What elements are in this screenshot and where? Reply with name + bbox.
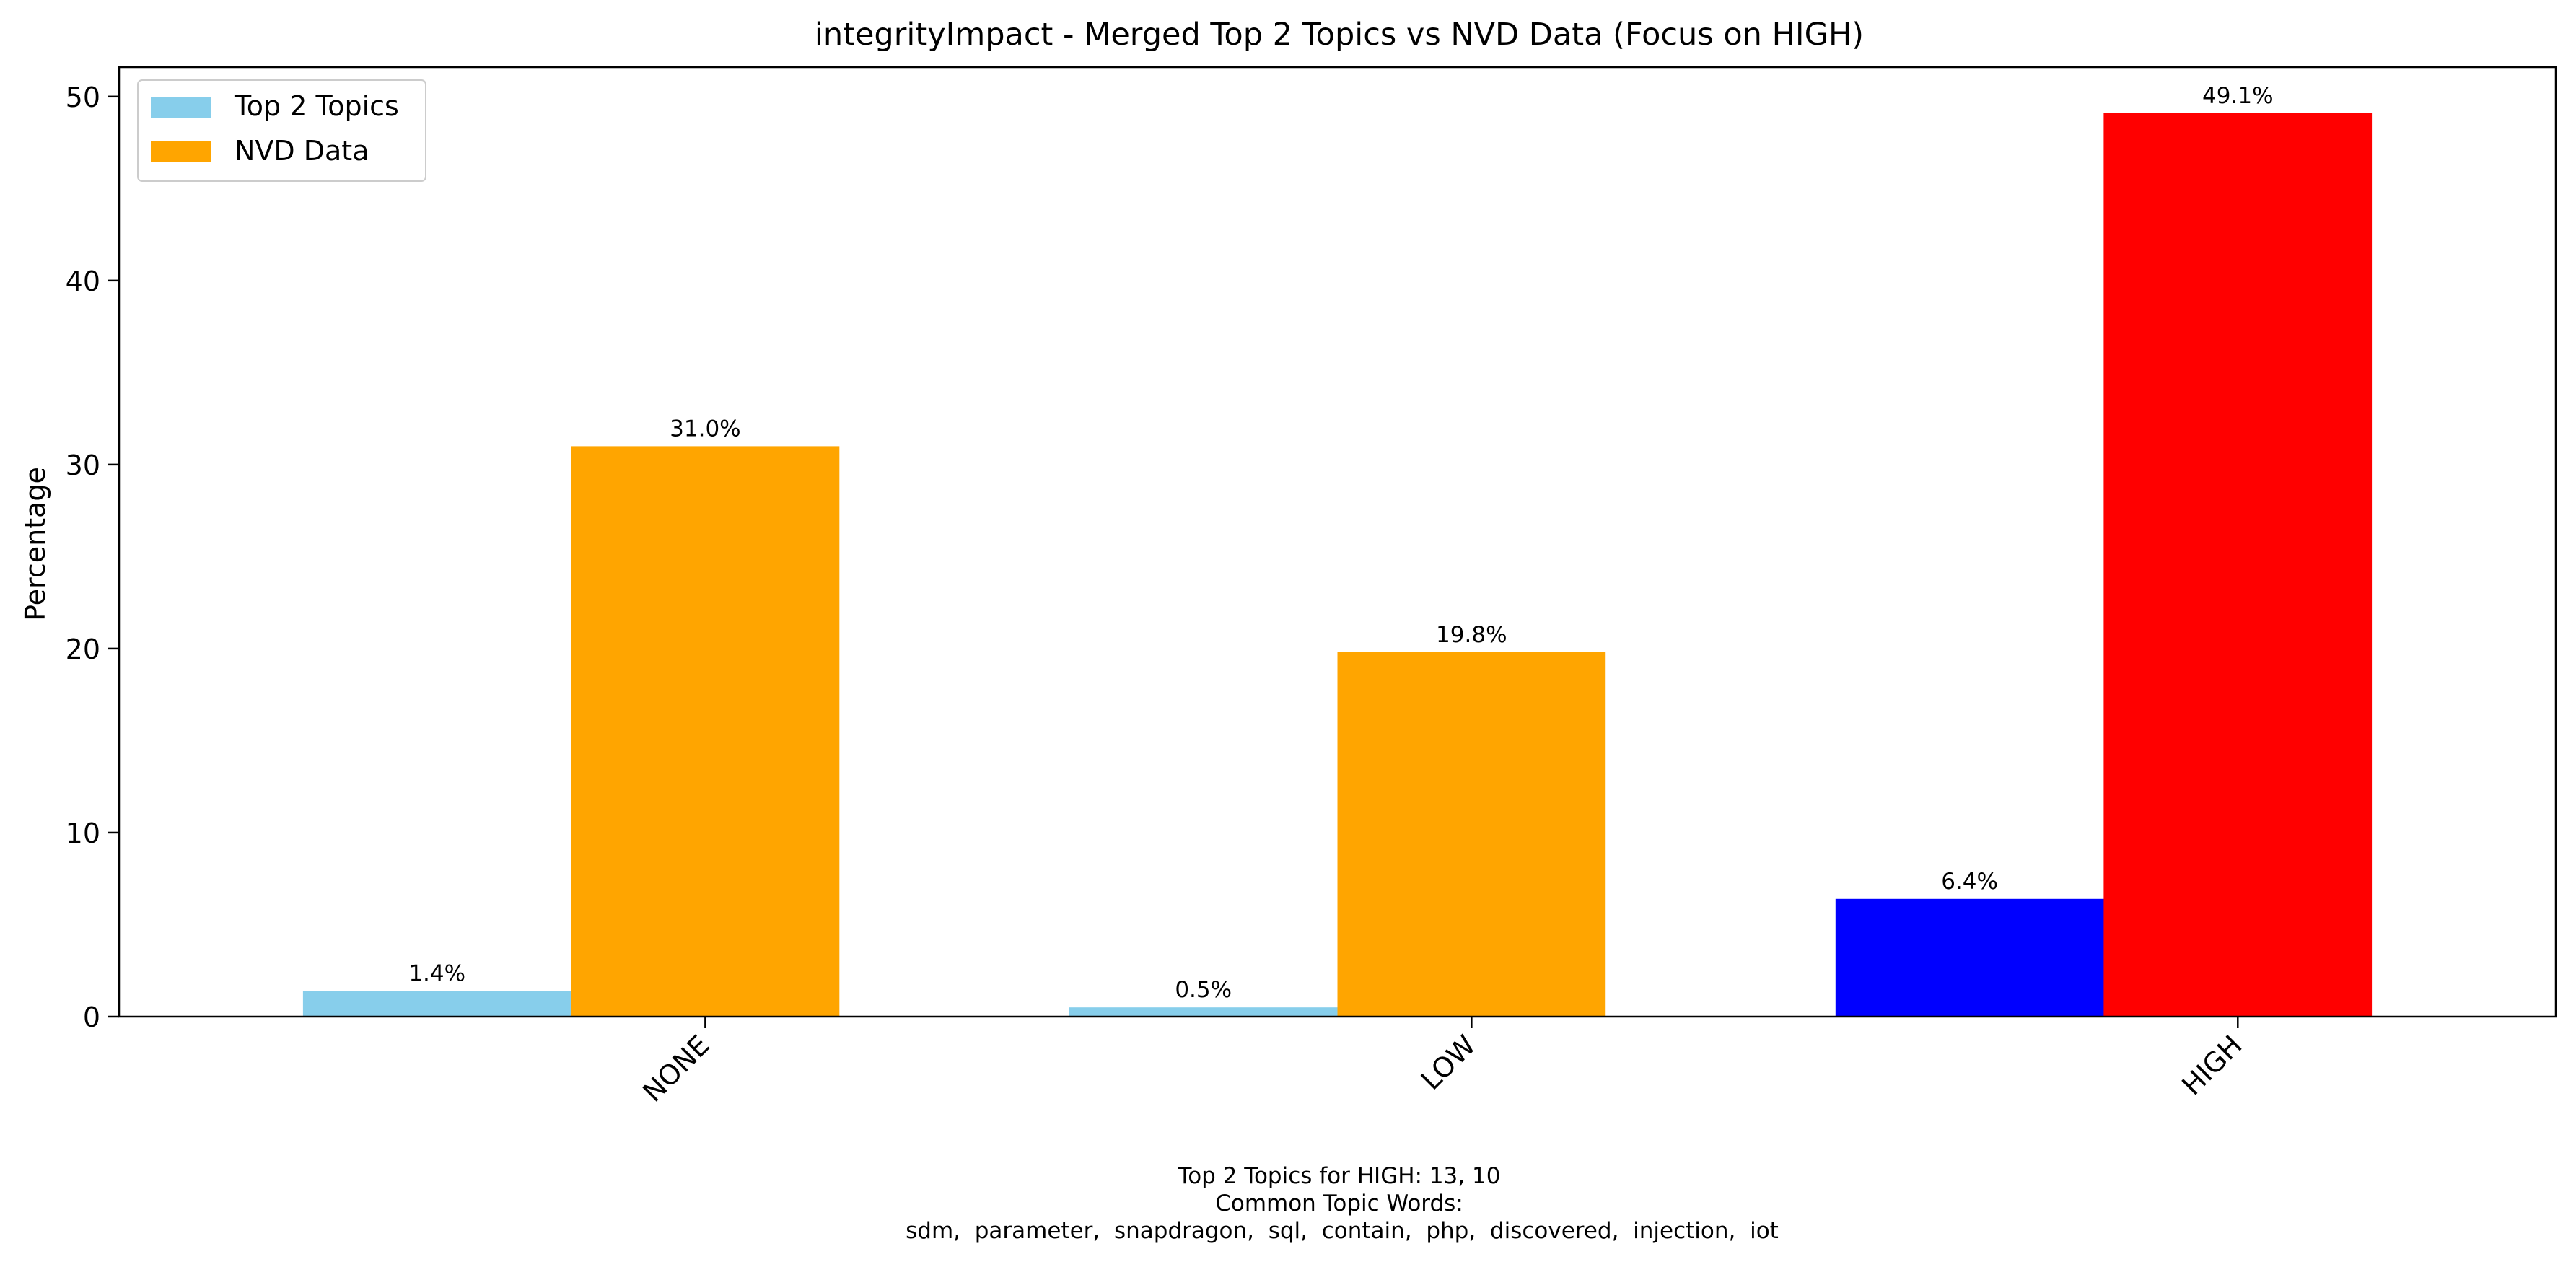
annotation-line-3: sdm, parameter, snapdragon, sql, contain… <box>906 1218 1779 1244</box>
legend-label-top2: Top 2 Topics <box>234 90 399 122</box>
bar-top2-low <box>1069 1007 1338 1017</box>
y-axis: 0 10 20 30 40 50 <box>66 82 119 1033</box>
data-label-top2-low: 0.5% <box>1175 977 1232 1003</box>
y-tick-label-20: 20 <box>66 634 100 665</box>
data-labels-layer: 1.4% 0.5% 6.4% 31.0% 19.8% 49.1% <box>408 83 2273 1003</box>
y-tick-label-0: 0 <box>83 1001 100 1033</box>
bar-nvd-high <box>2103 113 2373 1017</box>
data-label-nvd-high: 49.1% <box>2202 83 2273 109</box>
y-axis-label: Percentage <box>19 467 51 621</box>
bars-layer <box>302 113 2373 1017</box>
plot-frame <box>118 66 2557 1018</box>
legend-swatch-top2 <box>151 97 211 118</box>
bar-nvd-none <box>571 446 840 1017</box>
y-tick-label-50: 50 <box>66 82 100 113</box>
bar-top2-none <box>302 991 571 1017</box>
y-tick-label-30: 30 <box>66 450 100 481</box>
y-tick-label-10: 10 <box>66 817 100 849</box>
data-label-top2-none: 1.4% <box>408 960 465 986</box>
data-label-nvd-none: 31.0% <box>670 416 740 442</box>
annotation-line-2: Common Topic Words: <box>1215 1191 1463 1216</box>
data-label-top2-high: 6.4% <box>1941 869 1998 895</box>
legend-label-nvd: NVD Data <box>235 135 369 167</box>
legend: Top 2 Topics NVD Data <box>137 79 426 182</box>
legend-swatch-nvd <box>151 141 211 162</box>
bar-top2-high <box>1835 898 2104 1017</box>
bar-nvd-low <box>1337 652 1606 1017</box>
chart-title: integrityImpact - Merged Top 2 Topics vs… <box>815 17 1864 53</box>
data-label-nvd-low: 19.8% <box>1436 622 1507 648</box>
annotation-line-1: Top 2 Topics for HIGH: 13, 10 <box>1178 1163 1501 1189</box>
annotation-text: Top 2 Topics for HIGH: 13, 10 Common Top… <box>906 1163 1779 1244</box>
y-tick-label-40: 40 <box>66 266 100 297</box>
